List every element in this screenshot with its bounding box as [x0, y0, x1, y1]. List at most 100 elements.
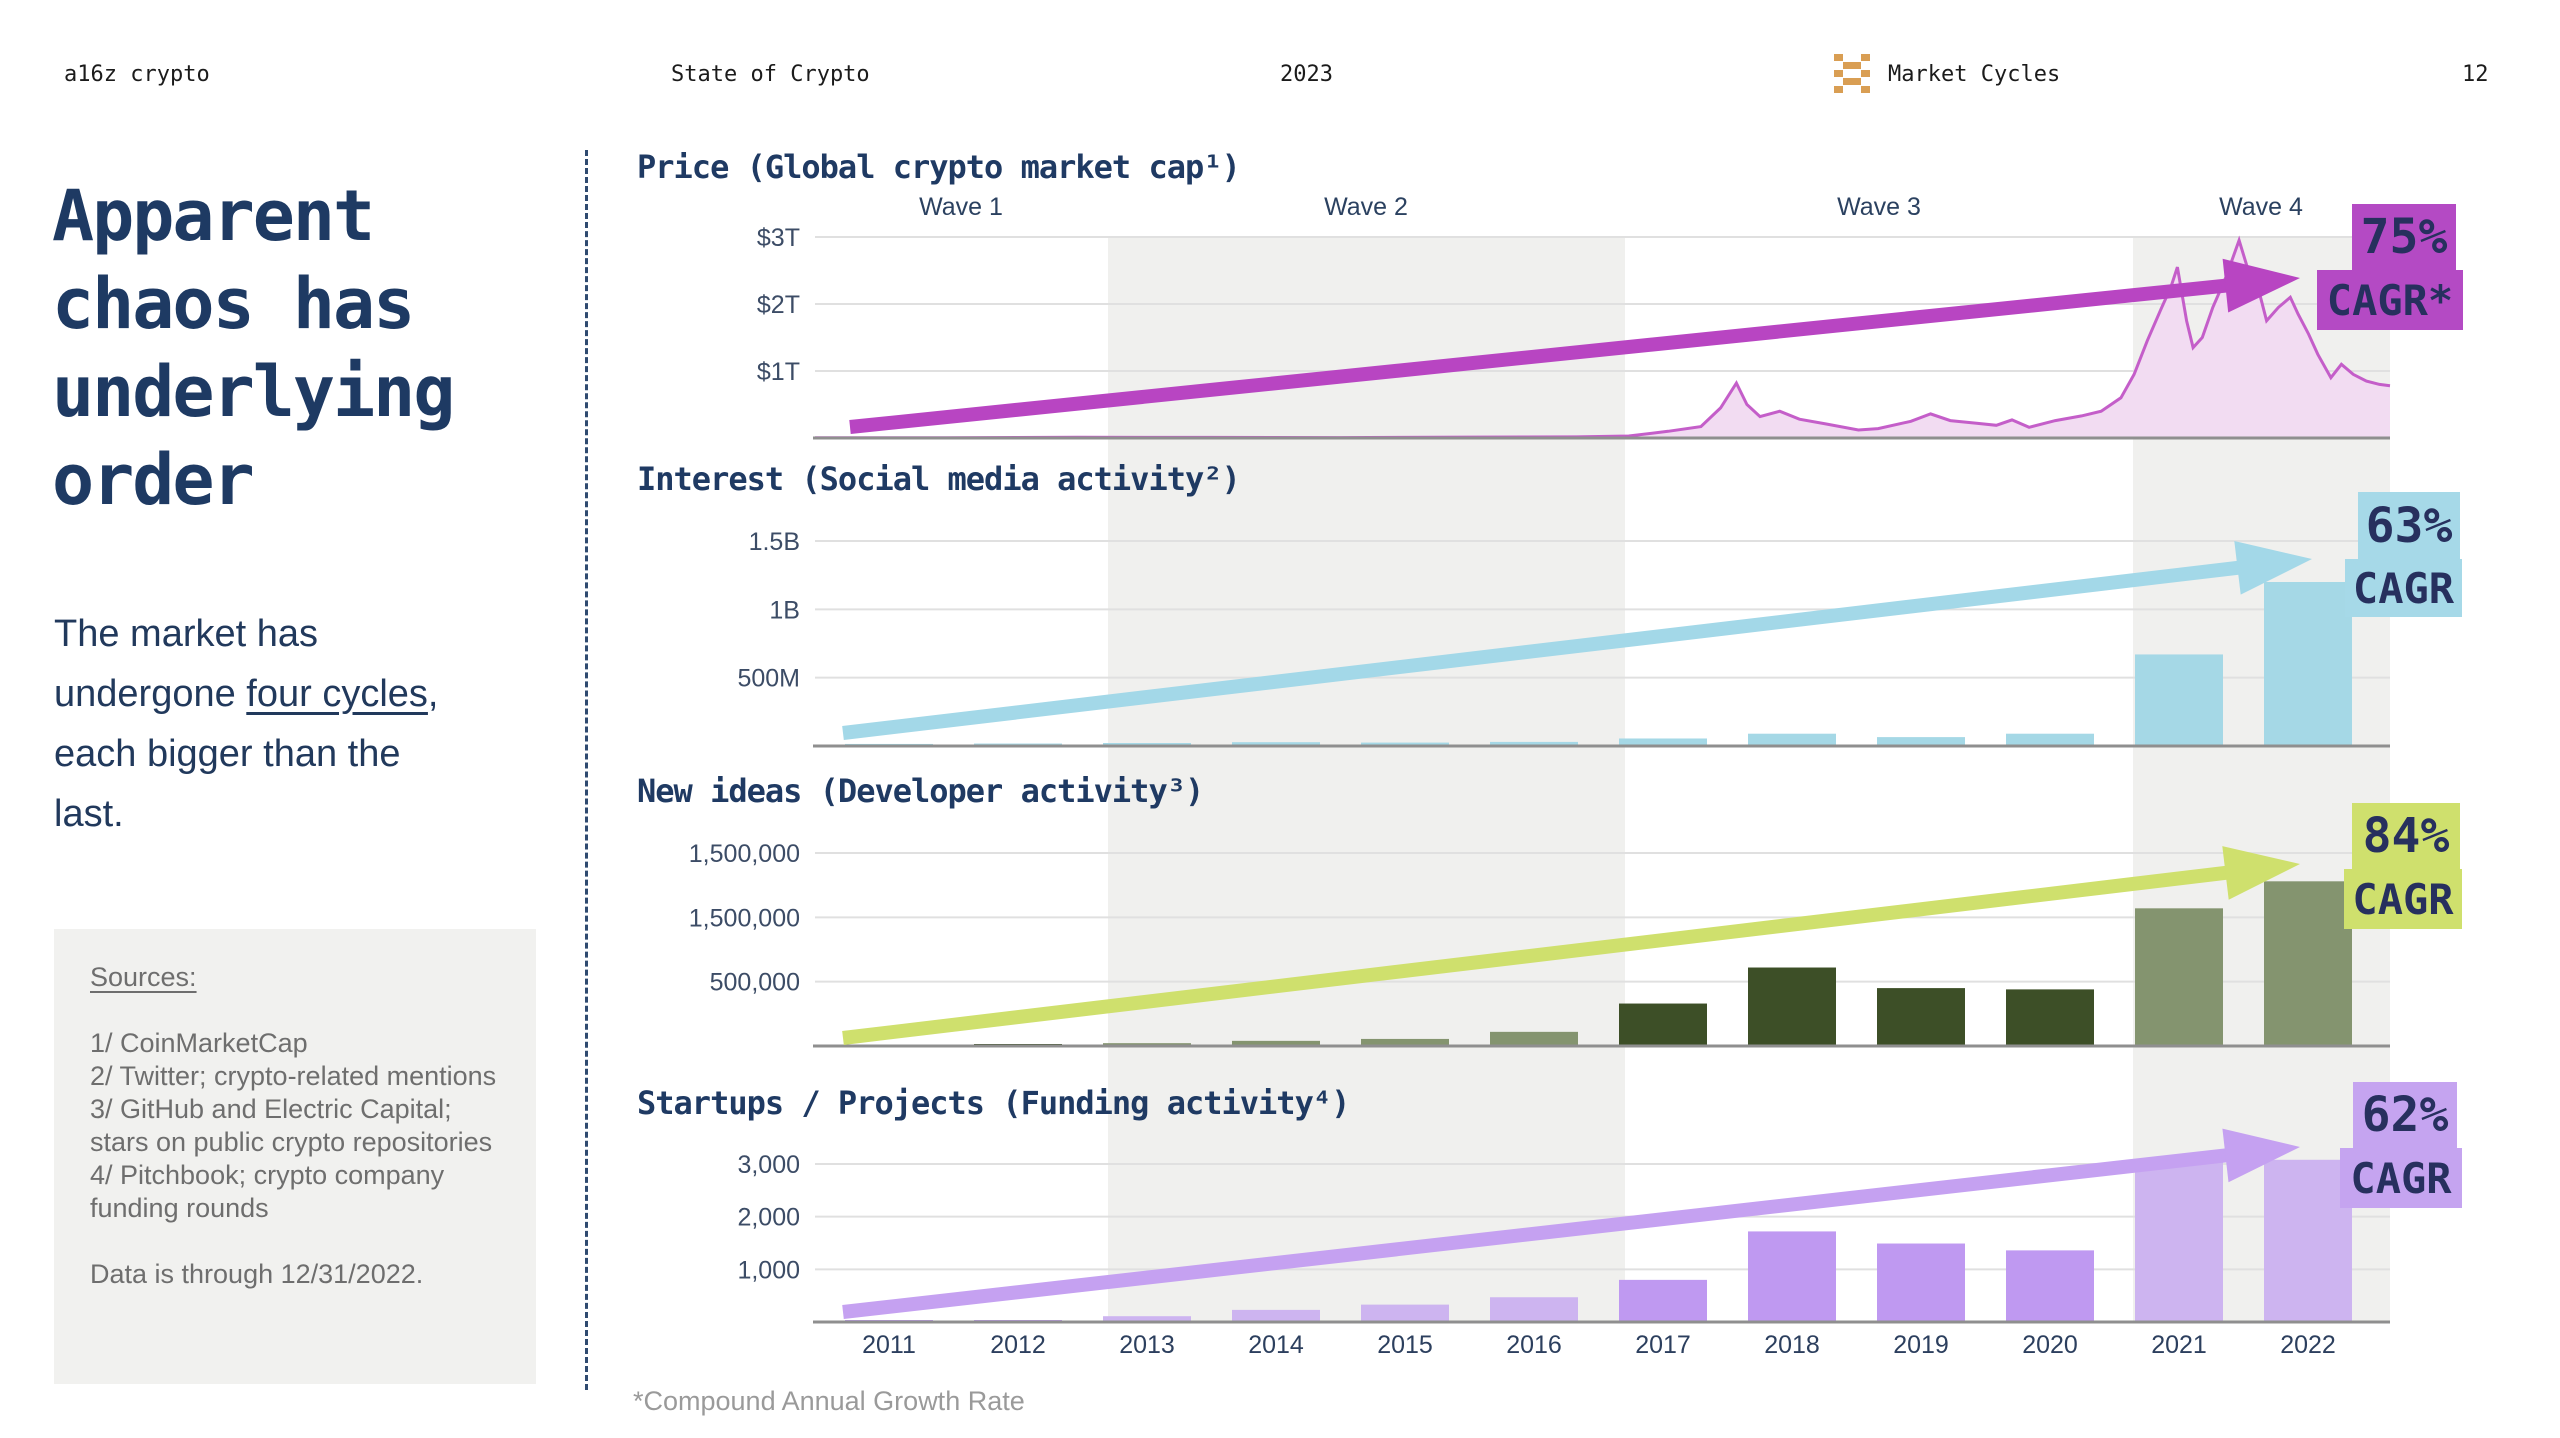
interest-bar-2018 [1748, 733, 1836, 746]
interest-bar-2021 [2135, 654, 2223, 746]
startups-bar-2014 [1232, 1309, 1320, 1322]
year-label-2021: 2021 [2151, 1331, 2207, 1359]
interest-bar-2019 [1877, 737, 1965, 746]
interest-bar-2016 [1490, 741, 1578, 746]
year-label-2022: 2022 [2280, 1331, 2336, 1359]
wave-label-1: Wave 1 [919, 193, 1003, 221]
startups-bar-2013 [1103, 1316, 1191, 1322]
year-label-2014: 2014 [1248, 1331, 1304, 1359]
startups-ytick-label: 3,000 [737, 1151, 800, 1179]
ideas-bar-2019 [1877, 988, 1965, 1046]
ideas-bar-2020 [2006, 989, 2094, 1046]
price-trend-arrowhead [2222, 258, 2300, 313]
wave2-shading-band [1108, 237, 1625, 1323]
interest-bar-2015 [1361, 742, 1449, 746]
price-cagr-label-badge: CAGR* [2317, 270, 2463, 330]
price-cagr-value-badge: 75% [2352, 204, 2456, 270]
section-title: Market Cycles [1888, 61, 2061, 87]
ideas-bar-2014 [1232, 1040, 1320, 1046]
source-item: 2/ Twitter; crypto-related mentions [90, 1061, 497, 1091]
ideas-trend-arrow [842, 864, 2239, 1045]
interest-ytick-label: 500M [737, 665, 800, 693]
interest-trend-arrow [842, 559, 2251, 740]
wave-label-2: Wave 2 [1324, 193, 1408, 221]
startups-bar-2017 [1619, 1279, 1707, 1322]
ideas-bar-2016 [1490, 1031, 1578, 1046]
market-cycles-braid-icon [1832, 54, 1872, 94]
ideas-bar-2022 [2264, 881, 2352, 1046]
year-label-2011: 2011 [862, 1331, 916, 1359]
ideas-bar-2018 [1748, 967, 1836, 1046]
price-chart-title: Price (Global crypto market cap¹) [637, 148, 1241, 186]
year-label-2018: 2018 [1764, 1331, 1820, 1359]
year-label-2019: 2019 [1893, 1331, 1949, 1359]
price-ytick-label: $3T [757, 224, 800, 252]
wave-label-3: Wave 3 [1837, 193, 1921, 221]
interest-trend-arrowhead [2234, 541, 2312, 595]
startups-bar-2020 [2006, 1250, 2094, 1322]
ideas-ytick-label: 1,500,000 [689, 904, 800, 932]
startups-bar-2018 [1748, 1231, 1836, 1322]
source-item: 4/ Pitchbook; crypto company funding rou… [90, 1160, 445, 1223]
sources-note: Data is through 12/31/2022. [90, 1259, 424, 1289]
interest-cagr-value-badge: 63% [2358, 492, 2460, 559]
startups-chart-title: Startups / Projects (Funding activity⁴) [637, 1084, 1350, 1122]
year-label-2017: 2017 [1635, 1331, 1691, 1359]
startups-trend-arrow [842, 1147, 2239, 1319]
startups-bar-2019 [1877, 1243, 1965, 1322]
year-label-2020: 2020 [2022, 1331, 2078, 1359]
brand-label: a16z crypto [64, 61, 210, 87]
vertical-dashed-divider [585, 150, 588, 1390]
interest-chart-title: Interest (Social media activity²) [637, 460, 1241, 498]
interest-bar-2022 [2264, 582, 2352, 746]
slide-title: Apparent chaos has underlying order [52, 175, 455, 521]
page-number: 12 [2462, 61, 2489, 87]
cagr-footnote: *Compound Annual Growth Rate [633, 1386, 1025, 1416]
report-title: State of Crypto [671, 61, 870, 87]
section-header: Market Cycles [1832, 54, 2061, 93]
ideas-trend-arrowhead [2222, 846, 2300, 900]
year-label-2013: 2013 [1119, 1331, 1175, 1359]
ideas-bar-2021 [2135, 908, 2223, 1046]
interest-bar-2017 [1619, 738, 1707, 746]
price-ytick-label: $1T [757, 358, 800, 386]
startups-ytick-label: 1,000 [737, 1256, 800, 1284]
ideas-bar-2017 [1619, 1003, 1707, 1046]
sources-heading: Sources: [90, 962, 197, 992]
interest-bar-2020 [2006, 733, 2094, 746]
source-item: 1/ CoinMarketCap [90, 1028, 308, 1058]
startups-bar-2015 [1361, 1304, 1449, 1322]
price-line [815, 235, 2391, 440]
ideas-ytick-label: 1,500,000 [689, 840, 800, 868]
ideas-chart-title: New ideas (Developer activity³) [637, 772, 1204, 810]
source-item: 3/ GitHub and Electric Capital; stars on… [90, 1094, 493, 1157]
startups-bar-2022 [2264, 1159, 2352, 1322]
startups-cagr-value-badge: 62% [2353, 1082, 2457, 1148]
slide-subtitle: The market has undergone four cycles, ea… [54, 613, 439, 835]
sources-box: Sources: 1/ CoinMarketCap 2/ Twitter; cry… [54, 929, 536, 1384]
interest-ytick-label: 1.5B [749, 528, 800, 556]
sources-list: 1/ CoinMarketCap 2/ Twitter; crypto-relat… [90, 1027, 502, 1225]
price-trend-arrow [849, 277, 2239, 434]
startups-bar-2021 [2135, 1160, 2223, 1322]
ideas-cagr-value-badge: 84% [2352, 803, 2460, 869]
year-label-2015: 2015 [1377, 1331, 1433, 1359]
year-label-2016: 2016 [1506, 1331, 1562, 1359]
startups-bar-2016 [1490, 1297, 1578, 1322]
underlined-phrase: four cycles [246, 673, 428, 715]
interest-bar-2013 [1103, 742, 1191, 746]
wave-label-4: Wave 4 [2219, 193, 2303, 221]
year-label-2012: 2012 [990, 1331, 1046, 1359]
interest-ytick-label: 1B [769, 596, 800, 624]
price-ytick-label: $2T [757, 291, 800, 319]
startups-cagr-label-badge: CAGR [2340, 1148, 2462, 1208]
ideas-bar-2015 [1361, 1038, 1449, 1046]
startups-trend-arrowhead [2222, 1128, 2300, 1183]
ideas-cagr-label-badge: CAGR [2344, 869, 2462, 929]
startups-ytick-label: 2,000 [737, 1204, 800, 1232]
interest-cagr-label-badge: CAGR [2345, 559, 2462, 617]
interest-bar-2014 [1232, 742, 1320, 746]
ideas-ytick-label: 500,000 [710, 969, 800, 997]
report-year: 2023 [1280, 61, 1333, 87]
